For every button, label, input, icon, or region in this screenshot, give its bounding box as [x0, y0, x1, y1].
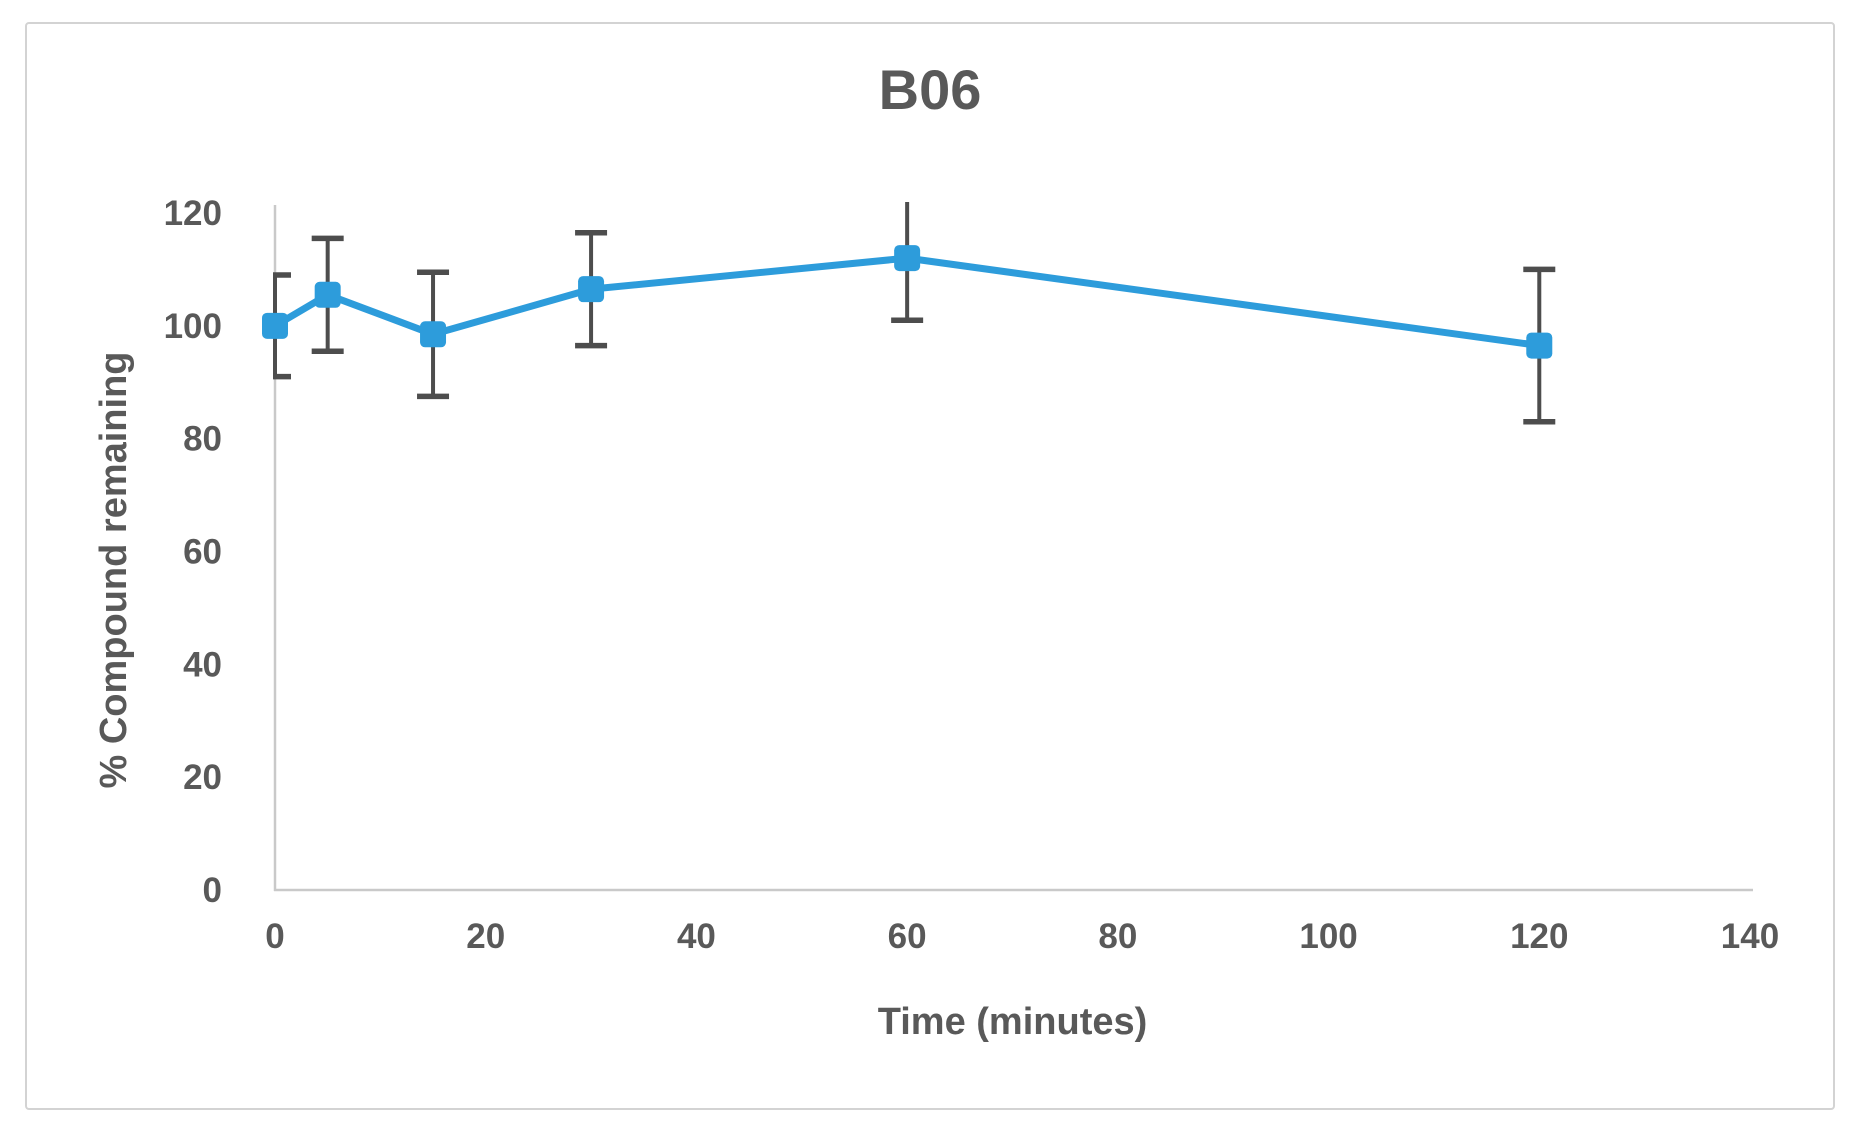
y-tick-label: 0: [203, 871, 222, 910]
y-tick-label: 20: [183, 758, 222, 797]
data-point-marker: [578, 276, 605, 303]
x-tick-label: 80: [1098, 917, 1137, 956]
x-tick-label: 100: [1299, 917, 1357, 956]
x-tick-label: 120: [1510, 917, 1568, 956]
data-point-marker: [894, 245, 921, 272]
x-tick-label: 20: [466, 917, 505, 956]
x-tick-label: 60: [888, 917, 927, 956]
y-tick-label: 60: [183, 533, 222, 572]
y-tick-label: 100: [164, 307, 222, 346]
error-bars-group: [273, 202, 1556, 425]
x-tick-label: 40: [677, 917, 716, 956]
figure-border: [25, 22, 1835, 1110]
data-point-marker: [420, 321, 447, 348]
x-axis-title: Time (minutes): [877, 1001, 1148, 1043]
data-point-marker: [1526, 332, 1553, 359]
x-tick-label: 140: [1721, 917, 1779, 956]
y-tick-label: 80: [183, 420, 222, 459]
data-point-marker: [314, 281, 341, 308]
y-tick-label: 120: [164, 194, 222, 233]
chart-title: B06: [878, 58, 982, 121]
y-tick-label: 40: [183, 645, 222, 684]
x-tick-label: 0: [265, 917, 284, 956]
y-axis-title: % Compound remaining: [93, 351, 136, 789]
data-point-marker: [262, 312, 288, 339]
